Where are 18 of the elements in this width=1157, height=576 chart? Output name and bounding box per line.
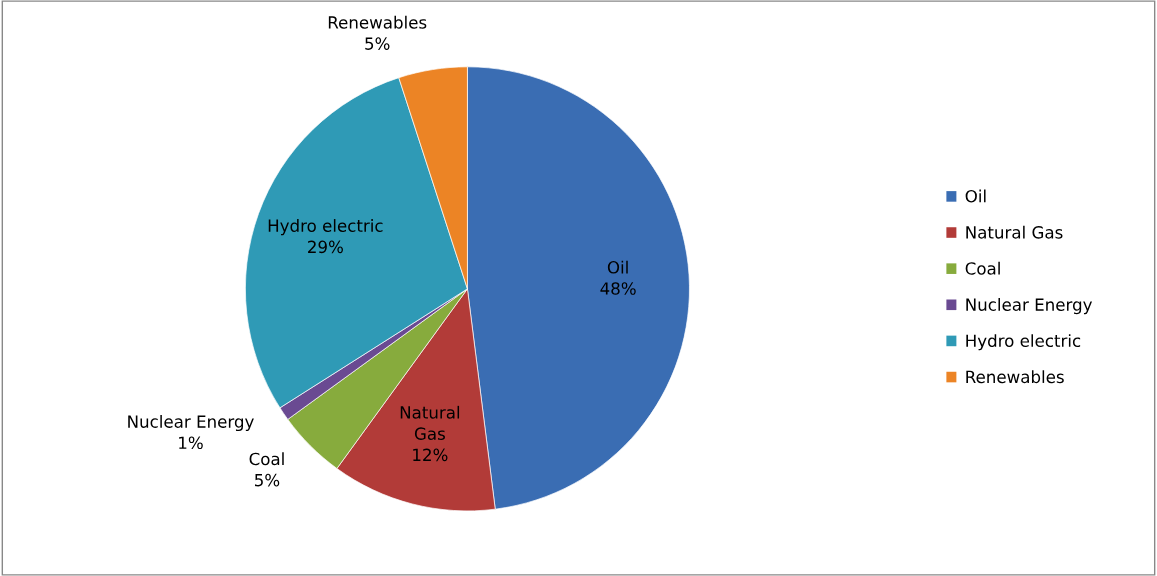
data-label: 12% <box>413 448 448 462</box>
data-label: 29% <box>308 240 343 254</box>
slice-label: Renewables <box>328 15 427 29</box>
slice-label: Oil <box>607 260 628 274</box>
legend-label: Renewables <box>966 370 1064 384</box>
slice-label: Hydro electric <box>268 219 383 236</box>
data-label: 5% <box>365 37 390 50</box>
legend-label: Nuclear Energy <box>966 298 1093 315</box>
slice-label: Nuclear Energy <box>128 414 254 432</box>
data-label: 48% <box>600 282 636 295</box>
legend-label: Oil <box>965 189 986 203</box>
legend-label: Coal <box>965 261 1000 275</box>
data-label: 1% <box>179 436 203 450</box>
slice-label: Coal <box>249 452 284 466</box>
slice-label: Natural Gas <box>400 405 460 440</box>
data-label: 5% <box>255 473 280 487</box>
legend-label: Natural Gas <box>966 225 1063 239</box>
legend-label: Hydro electric <box>966 334 1081 351</box>
